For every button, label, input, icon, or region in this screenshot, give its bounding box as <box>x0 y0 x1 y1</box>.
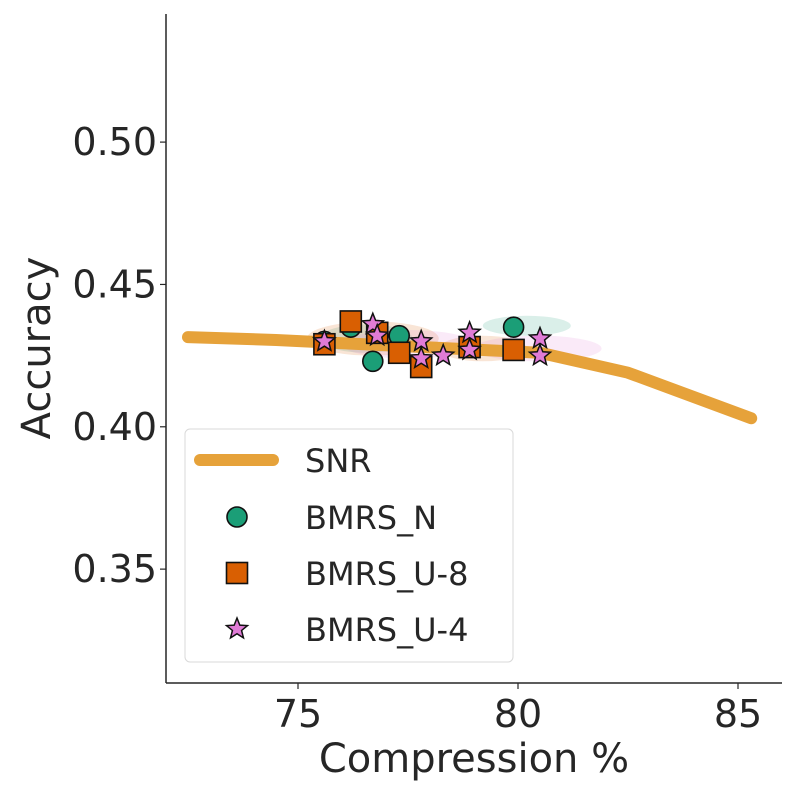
x-axis-label: Compression % <box>319 736 629 782</box>
point-bmrs-u-4-2 <box>364 322 390 347</box>
legend-label-snr: SNR <box>305 442 371 480</box>
marker-series <box>312 310 553 379</box>
y-tick-label-0.45: 0.45 <box>72 262 157 306</box>
point-bmrs-n-4 <box>502 316 525 338</box>
point-bmrs-u-4-1 <box>360 311 386 335</box>
legend-swatch-bmrs-n <box>226 506 248 528</box>
legend-swatch-bmrs-u-4 <box>224 615 250 640</box>
point-bmrs-u-4-0 <box>312 328 337 352</box>
band-bmrs-n-1 <box>482 315 571 336</box>
y-axis-label: Accuracy <box>14 257 60 440</box>
point-bmrs-u-8-1 <box>339 310 363 333</box>
point-bmrs-u-8-6 <box>502 338 525 362</box>
point-bmrs-n-2 <box>361 350 384 373</box>
y-tick-label-0.40: 0.40 <box>72 405 157 449</box>
y-tick-label-0.35: 0.35 <box>72 547 157 591</box>
legend-label-bmrs-n: BMRS_N <box>305 499 437 537</box>
point-bmrs-u-4-6 <box>457 336 482 361</box>
legend-frame <box>184 428 514 663</box>
point-bmrs-u-8-3 <box>387 341 411 365</box>
x-ticks: 75 80 85 <box>274 683 762 736</box>
line-series <box>182 331 758 425</box>
line-snr <box>182 331 758 425</box>
legend-swatch-bmrs-u-8 <box>225 561 249 585</box>
point-bmrs-u-4-9 <box>527 342 553 367</box>
point-bmrs-u-4-5 <box>430 342 456 367</box>
y-tick-label-0.50: 0.50 <box>72 120 157 164</box>
point-bmrs-u-4-4 <box>408 345 434 370</box>
legend-items: SNR BMRS_N BMRS_U-8 BMRS_U-4 <box>194 442 468 649</box>
point-bmrs-u-4-7 <box>457 319 482 344</box>
x-tick-label-80: 80 <box>494 692 542 736</box>
x-tick-label-75: 75 <box>274 692 322 736</box>
x-tick-label-85: 85 <box>714 692 762 736</box>
legend: SNR BMRS_N BMRS_U-8 BMRS_U-4 <box>184 428 514 663</box>
legend-label-bmrs-u-4: BMRS_U-4 <box>305 611 468 649</box>
legend-label-bmrs-u-8: BMRS_U-8 <box>305 555 468 593</box>
y-ticks: 0.35 0.40 0.45 0.50 <box>72 120 166 591</box>
